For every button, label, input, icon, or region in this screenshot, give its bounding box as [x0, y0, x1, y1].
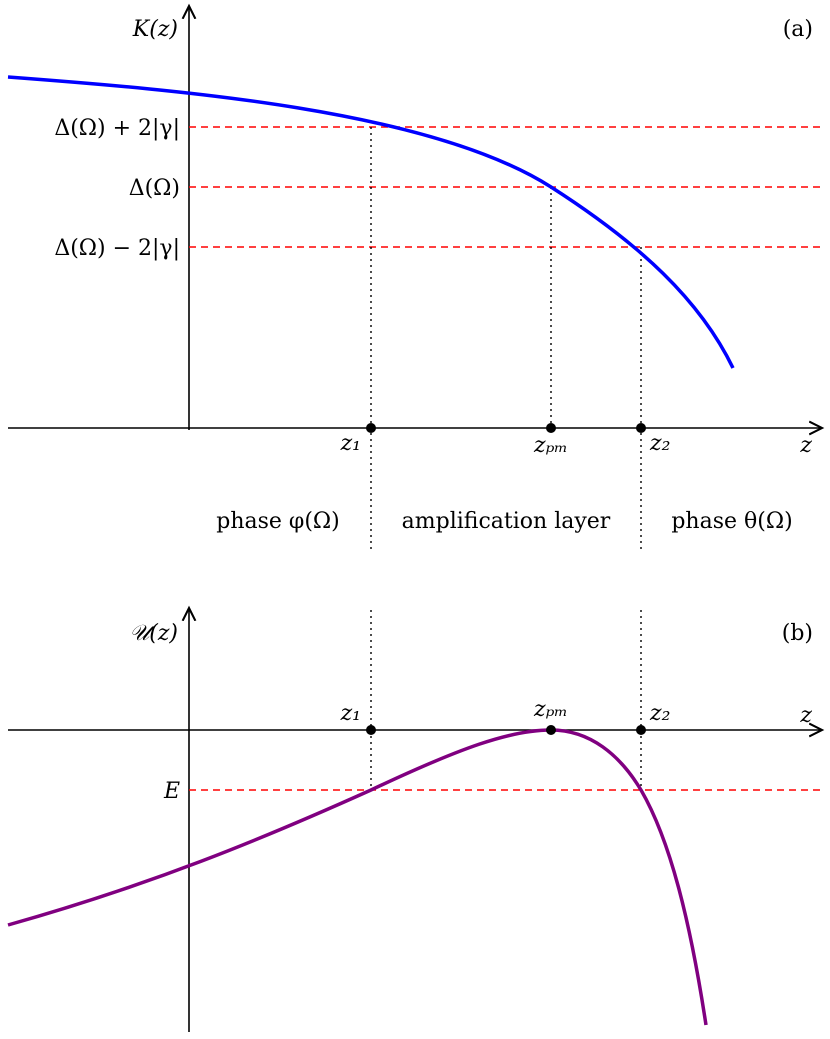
level-label-lower: Δ(Ω) − 2|γ|: [54, 236, 180, 261]
point-z1-a: [366, 423, 376, 433]
u-curve: [7, 728, 708, 1026]
point-label-zpm-b: zₚₘ: [533, 697, 568, 722]
point-z2-b: [636, 725, 646, 735]
point-label-z2-a: z₂: [649, 431, 670, 456]
point-label-zpm-a: zₚₘ: [533, 433, 568, 458]
region-label-right: phase θ(Ω): [671, 509, 792, 534]
point-z2-a: [636, 423, 646, 433]
point-label-z2-b: z₂: [649, 701, 670, 726]
panel-a-tag: (a): [783, 17, 813, 42]
k-curve: [7, 75, 735, 369]
point-zpm-a: [546, 423, 556, 433]
panel-b-tag: (b): [782, 621, 813, 646]
point-zpm-b: [546, 725, 556, 735]
point-label-z1-a: z₁: [340, 431, 361, 456]
region-label-left: phase φ(Ω): [216, 509, 339, 534]
energy-label: E: [163, 779, 180, 804]
panel-a: K(z) (a) z Δ(Ω) + 2|γ| Δ(Ω) Δ(Ω) − 2|γ| …: [7, 6, 822, 550]
panel-b-ylabel: 𝒰(z): [129, 621, 178, 646]
panel-b: 𝒰(z) (b) z E z₁ zₚₘ z₂: [7, 608, 822, 1032]
level-label-upper: Δ(Ω) + 2|γ|: [54, 116, 180, 141]
point-label-z1-b: z₁: [340, 701, 361, 726]
panel-a-ylabel: K(z): [132, 17, 178, 42]
region-label-middle: amplification layer: [402, 509, 611, 534]
panel-b-xlabel: z: [799, 703, 812, 728]
panel-a-xlabel: z: [799, 433, 812, 458]
level-label-middle: Δ(Ω): [129, 176, 180, 201]
point-z1-b: [366, 725, 376, 735]
